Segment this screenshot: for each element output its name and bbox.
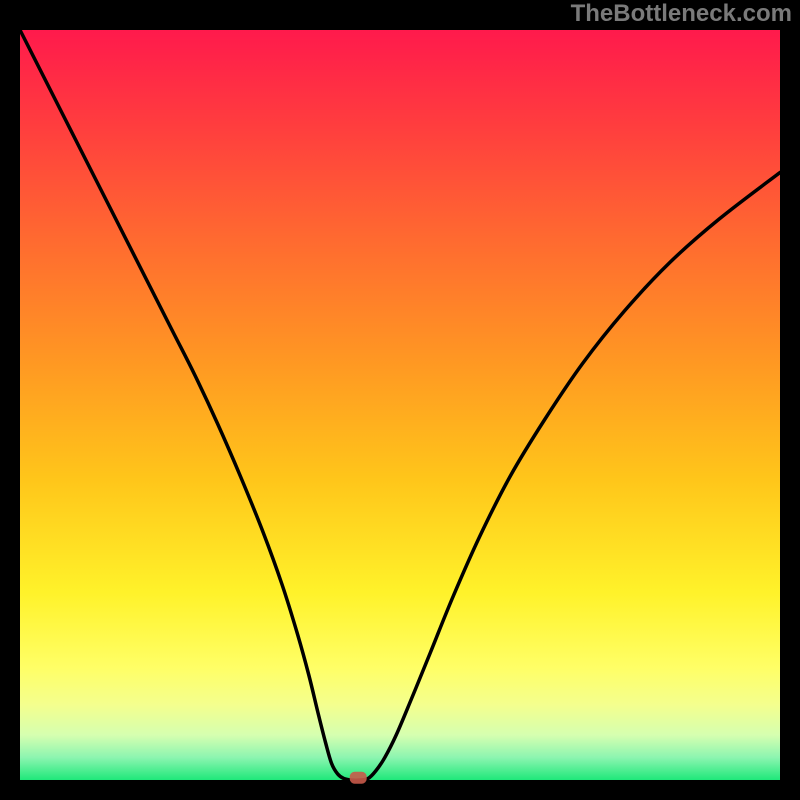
plot-background (20, 30, 780, 780)
watermark-label: TheBottleneck.com (571, 0, 792, 28)
bottleneck-curve-chart (0, 0, 800, 800)
chart-stage: TheBottleneck.com (0, 0, 800, 800)
optimal-point-marker (350, 772, 367, 784)
